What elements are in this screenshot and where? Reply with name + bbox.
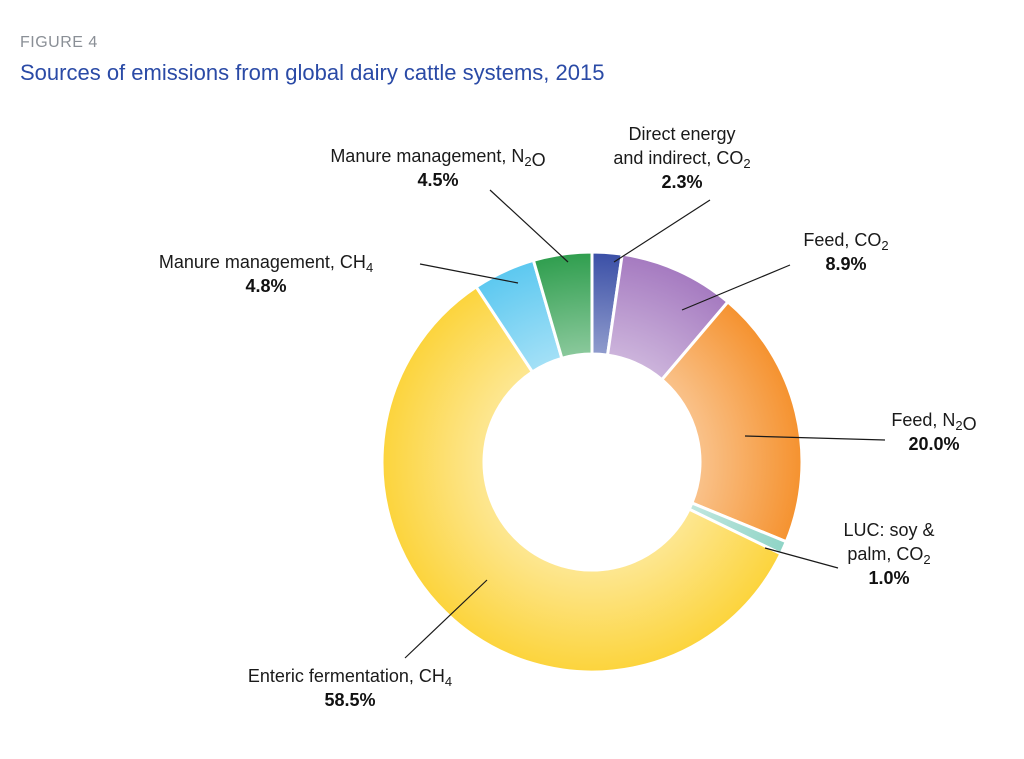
slice-value-feed-n2o: 20.0% [908,434,959,454]
slice-value-direct-energy: 2.3% [661,172,702,192]
leader-line-luc [764,547,839,569]
leader-line-direct-energy [613,199,711,263]
slice-label-feed-n2o: Feed, N2O [891,410,976,434]
slice-label-direct-energy: and indirect, CO2 [613,148,750,171]
slice-value-manure-ch4: 4.8% [245,276,286,296]
leader-line-manure-ch4 [419,263,519,284]
slice-label-enteric: Enteric fermentation, CH4 [248,666,452,689]
slice-value-enteric: 58.5% [324,690,375,710]
slice-label-manure-n2o: Manure management, N2O [330,146,545,170]
leader-line-feed-n2o [744,435,886,441]
slice-label-direct-energy: Direct energy [628,124,735,144]
donut-slice-feed-n2o [659,299,804,544]
slice-label-manure-ch4: Manure management, CH4 [159,252,373,275]
leader-line-enteric [404,579,488,659]
slice-label-luc: palm, CO2 [847,544,930,567]
figure-number: FIGURE 4 [20,34,98,51]
slice-label-feed-co2: Feed, CO2 [803,230,888,253]
leader-line-manure-n2o [489,189,569,263]
slice-value-feed-co2: 8.9% [825,254,866,274]
chart-title: Sources of emissions from global dairy c… [20,60,605,85]
slice-label-luc: LUC: soy & [843,520,934,540]
donut-slice-manure-n2o [531,250,594,361]
leader-line-feed-co2 [681,264,791,311]
donut-slice-enteric [380,284,783,674]
slice-value-manure-n2o: 4.5% [417,170,458,190]
slice-value-luc: 1.0% [868,568,909,588]
